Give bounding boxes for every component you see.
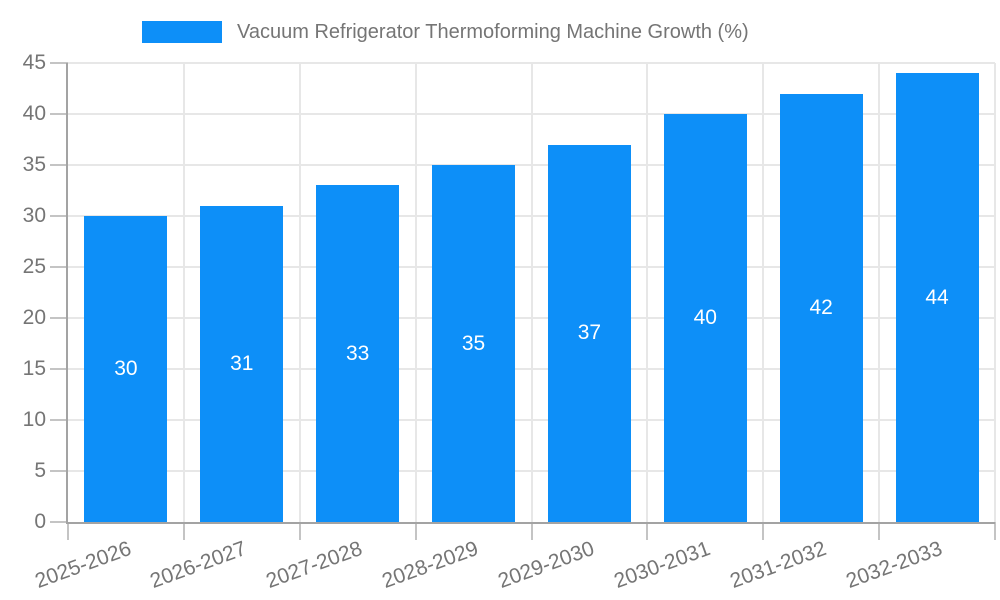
x-axis-tick-label: 2025-2026: [31, 537, 134, 593]
bar: [663, 114, 747, 522]
bar-value-label: 35: [461, 331, 486, 355]
bar: [432, 165, 516, 522]
y-axis-tick-label: 10: [22, 408, 46, 431]
bar: [547, 144, 631, 522]
y-axis-tick: [50, 419, 68, 421]
chart-title: Vacuum Refrigerator Thermoforming Machin…: [237, 21, 749, 43]
x-axis-tick-label: 2032-2033: [842, 537, 945, 593]
y-axis-tick-label: 25: [22, 255, 46, 278]
x-axis-tick-label: 2029-2030: [495, 537, 598, 593]
y-axis-tick-label: 40: [22, 102, 46, 125]
x-axis-tick-label: 2030-2031: [610, 537, 714, 593]
gridline-vertical: [762, 63, 765, 522]
gridline-vertical: [182, 63, 185, 522]
x-axis-line: [66, 522, 995, 524]
x-axis-tick-label: 2028-2029: [379, 537, 482, 593]
y-axis-tick-label: 30: [22, 204, 46, 227]
y-axis-tick: [50, 521, 68, 523]
gridline-vertical: [994, 63, 996, 522]
gridline-vertical: [298, 63, 301, 522]
y-axis-tick: [50, 215, 68, 217]
y-axis-tick: [50, 164, 68, 166]
x-axis-tick: [530, 522, 533, 540]
x-axis-tick: [67, 522, 69, 540]
y-axis-tick: [50, 62, 68, 64]
gridline-vertical: [646, 63, 649, 522]
y-axis-tick-label: 0: [34, 510, 46, 533]
x-axis-tick: [182, 522, 185, 540]
y-axis-tick-label: 35: [22, 153, 46, 176]
bar-value-label: 40: [693, 306, 717, 329]
y-axis-tick-label: 5: [34, 459, 46, 482]
x-axis-tick: [298, 522, 301, 540]
x-axis-tick: [646, 522, 649, 540]
gridline-vertical: [878, 63, 881, 522]
y-axis-tick: [50, 113, 68, 115]
bar: [779, 93, 863, 522]
y-axis-tick-label: 15: [22, 357, 46, 380]
chart-legend: Vacuum Refrigerator Thermoforming Machin…: [0, 0, 1000, 56]
y-axis-tick-label: 45: [22, 51, 46, 74]
bar-value-label: 37: [577, 321, 602, 345]
bar-value-label: 30: [114, 357, 138, 380]
bar-value-label: 31: [230, 351, 254, 375]
x-axis-tick-label: 2031-2032: [726, 537, 830, 593]
bar-value-label: 44: [925, 285, 949, 309]
gridline-vertical: [414, 63, 417, 522]
x-axis-tick: [878, 522, 881, 540]
legend-swatch: [142, 21, 222, 43]
y-axis-tick: [50, 266, 68, 268]
x-axis-tick: [762, 522, 765, 540]
y-axis-tick-label: 20: [22, 306, 46, 329]
y-axis-tick: [50, 317, 68, 319]
y-axis-tick: [50, 470, 68, 472]
bar: [84, 216, 168, 522]
bar: [200, 205, 284, 522]
bar: [316, 185, 400, 522]
y-axis-line: [66, 63, 68, 524]
x-axis-tick: [994, 522, 996, 540]
x-axis-tick-label: 2026-2027: [147, 537, 250, 593]
bar-value-label: 33: [346, 341, 370, 365]
x-axis-tick: [414, 522, 417, 540]
y-axis-tick: [50, 368, 68, 370]
gridline-vertical: [530, 63, 533, 522]
bar: [895, 73, 979, 522]
bar-value-label: 42: [809, 295, 833, 319]
x-axis-tick-label: 2027-2028: [263, 537, 366, 593]
